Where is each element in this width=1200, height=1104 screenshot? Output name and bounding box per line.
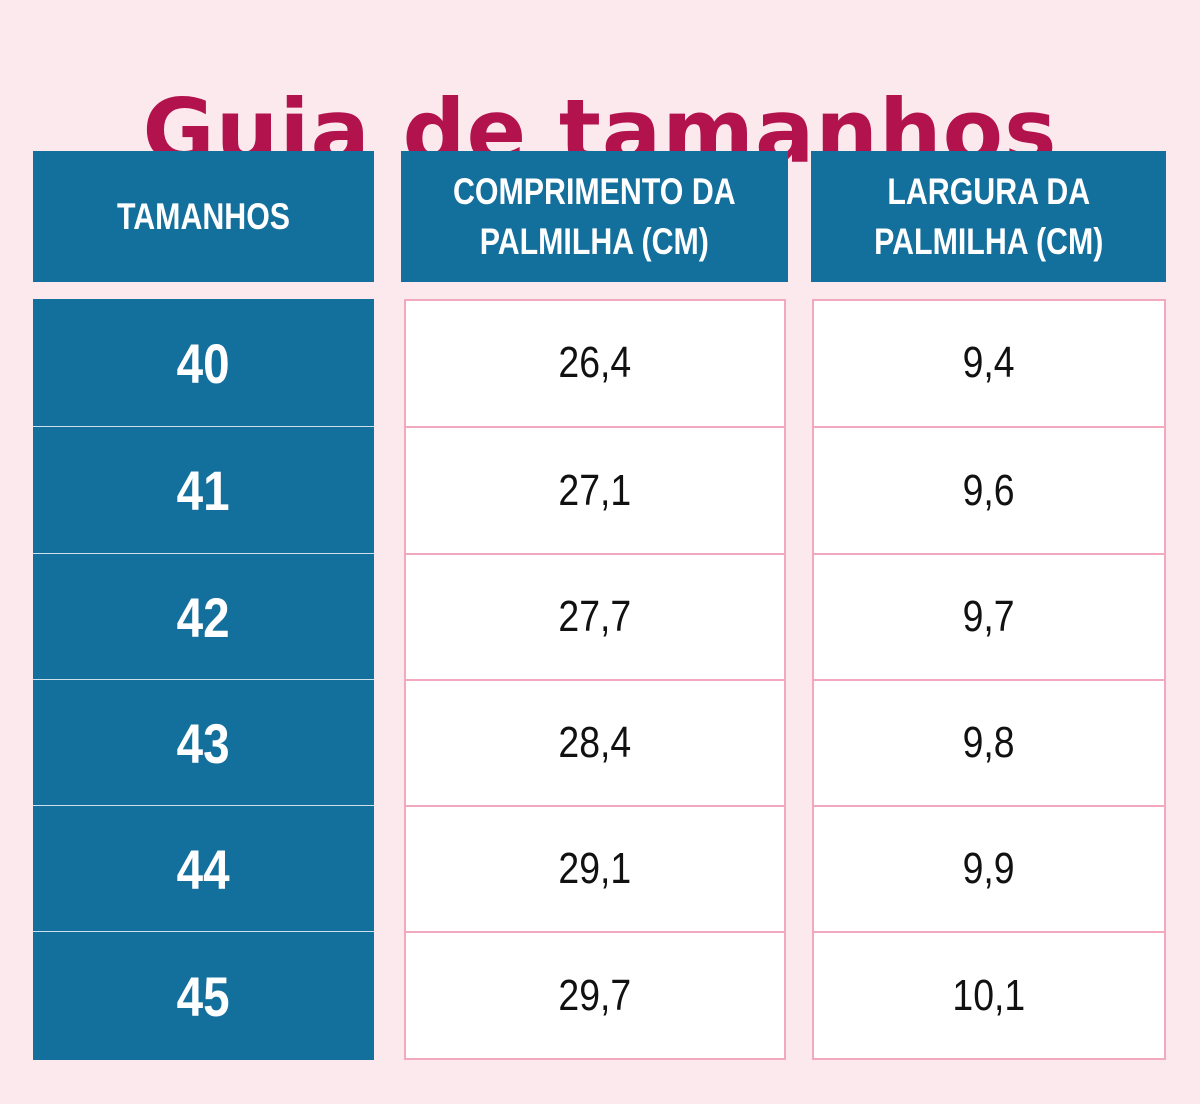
- width-cell: 9,4: [814, 299, 1164, 427]
- size-value: 41: [177, 459, 230, 522]
- header-size-label: TAMANHOS: [116, 195, 291, 237]
- length-value: 29,7: [558, 971, 632, 1020]
- length-column: 26,4 27,1 27,7 28,4 29,1 29,7: [404, 299, 786, 1060]
- row-divider: [814, 805, 1164, 807]
- width-cell: 10,1: [814, 932, 1164, 1060]
- row-divider: [814, 931, 1164, 933]
- size-cell: 42: [33, 554, 374, 680]
- size-cell: 40: [33, 299, 374, 427]
- header-width: LARGURA DA PALMILHA (CM): [811, 151, 1166, 282]
- size-column: 40 41 42 43 44 45: [33, 299, 374, 1060]
- width-cell: 9,6: [814, 427, 1164, 554]
- row-divider: [406, 805, 784, 807]
- row-divider: [814, 426, 1164, 428]
- length-cell: 27,7: [406, 554, 784, 680]
- length-cell: 28,4: [406, 680, 784, 806]
- length-cell: 27,1: [406, 427, 784, 554]
- length-cell: 29,1: [406, 806, 784, 932]
- size-cell: 41: [33, 427, 374, 554]
- size-value: 44: [177, 837, 230, 901]
- size-cell: 43: [33, 680, 374, 806]
- length-cell: 29,7: [406, 932, 784, 1060]
- header-width-label: LARGURA DA PALMILHA (CM): [873, 170, 1104, 262]
- width-value: 9,4: [962, 338, 1015, 387]
- header-length-label: COMPRIMENTO DA PALMILHA (CM): [453, 170, 736, 262]
- size-cell: 45: [33, 932, 374, 1060]
- length-value: 29,1: [558, 844, 632, 893]
- size-value: 43: [177, 711, 230, 775]
- row-divider: [814, 553, 1164, 555]
- length-value: 26,4: [558, 338, 632, 387]
- row-divider: [406, 679, 784, 681]
- row-divider: [814, 679, 1164, 681]
- length-value: 27,7: [558, 592, 632, 641]
- width-cell: 9,9: [814, 806, 1164, 932]
- row-divider: [406, 426, 784, 428]
- row-divider: [406, 931, 784, 933]
- width-value: 9,6: [962, 465, 1015, 515]
- width-cell: 9,8: [814, 680, 1164, 806]
- width-value: 9,9: [962, 844, 1015, 893]
- length-cell: 26,4: [406, 299, 784, 427]
- width-value: 9,7: [962, 592, 1015, 641]
- width-value: 10,1: [952, 971, 1026, 1020]
- length-value: 27,1: [558, 465, 632, 515]
- width-value: 9,8: [962, 718, 1015, 767]
- size-value: 45: [177, 964, 230, 1028]
- size-value: 42: [177, 585, 230, 649]
- header-length: COMPRIMENTO DA PALMILHA (CM): [401, 151, 788, 282]
- row-divider: [406, 553, 784, 555]
- width-cell: 9,7: [814, 554, 1164, 680]
- header-size: TAMANHOS: [33, 151, 374, 282]
- length-value: 28,4: [558, 718, 632, 767]
- size-cell: 44: [33, 806, 374, 932]
- width-column: 9,4 9,6 9,7 9,8 9,9 10,1: [812, 299, 1166, 1060]
- size-value: 40: [177, 331, 230, 395]
